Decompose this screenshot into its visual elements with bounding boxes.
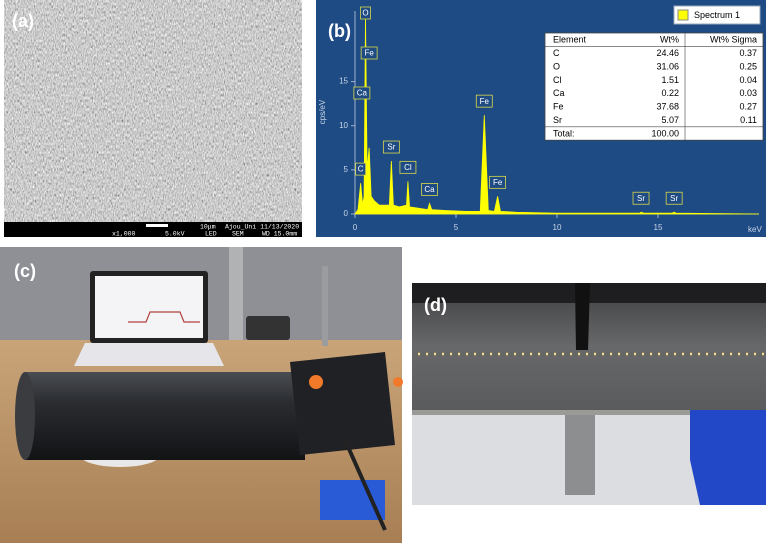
x-axis-label: keV — [748, 225, 762, 234]
scale-label: 10μm — [200, 224, 216, 231]
result-table: Element Wt% Wt% Sigma C 24.46 0.37 O 31.06 0.25 C… — [544, 32, 764, 141]
pipe — [25, 372, 305, 460]
table-cell: Sr — [553, 115, 562, 125]
peak-label: C — [358, 165, 364, 174]
peak-label-box — [489, 175, 507, 189]
panel-label: (b) — [328, 21, 351, 41]
peak-label-box — [360, 46, 378, 60]
table-cell: O — [553, 61, 560, 71]
sem-panel: 10μm Ajou_Uni 11/13/2020 x1,000 5.0kV LED S… — [4, 0, 302, 238]
table-header: Wt% Sigma — [710, 35, 757, 45]
y-tick-label: 10 — [339, 121, 348, 130]
peak-label-box — [632, 191, 650, 205]
legend-label: Spectrum 1 — [694, 10, 740, 20]
fitting — [290, 352, 395, 455]
legend — [673, 5, 761, 25]
table-header: Element — [553, 35, 587, 45]
sem-info: Ajou_Uni 11/13/2020 — [225, 224, 299, 231]
joint-gap — [575, 283, 590, 350]
pipe-end — [15, 372, 35, 460]
table-cell: 0.03 — [739, 88, 757, 98]
x-tick-label: 15 — [654, 223, 663, 232]
table-cell: 0.04 — [739, 75, 757, 85]
table-background — [544, 32, 764, 141]
peak-label-box — [353, 86, 371, 100]
y-tick-label: 5 — [344, 165, 349, 174]
sem-info: 5.0kV — [165, 231, 185, 238]
peak-label: Fe — [480, 97, 490, 106]
indicator — [309, 375, 323, 389]
sem-image — [4, 0, 302, 222]
panel-label: (d) — [424, 295, 447, 315]
table-cell: 0.22 — [661, 88, 679, 98]
sem-info: WD 15.0mm — [262, 231, 297, 238]
sem-info: x1,000 — [112, 231, 136, 238]
peak-label: Cl — [404, 163, 412, 172]
table-cell: 37.68 — [656, 102, 679, 112]
display-curve — [128, 311, 200, 323]
table-cell: 0.25 — [739, 61, 757, 71]
rod — [322, 266, 328, 346]
spectrum — [354, 15, 760, 215]
table-cell: Ca — [553, 88, 565, 98]
table-cell: 0.11 — [740, 115, 757, 125]
table-cell: 31.06 — [656, 61, 679, 71]
peak-label: O — [362, 9, 368, 18]
probe — [343, 439, 387, 531]
table-cell: C — [553, 48, 560, 58]
sem-info: SEM — [232, 231, 244, 238]
table-cell: 0.37 — [739, 48, 757, 58]
sem-info: LED — [205, 231, 217, 238]
table-cell: 0.27 — [739, 102, 757, 112]
controller — [246, 316, 290, 340]
y-tick-label: 0 — [344, 209, 349, 218]
panel-label: (c) — [14, 261, 36, 281]
table-cell: 1.51 — [661, 75, 679, 85]
x-tick-label: 10 — [553, 223, 562, 232]
peak-label: Sr — [637, 194, 645, 203]
panel-label: (a) — [12, 11, 34, 31]
peak-label-box — [665, 191, 683, 205]
photo-setup: (c) — [0, 247, 403, 543]
peak-label: Ca — [424, 185, 435, 194]
peak-label-box — [382, 140, 400, 154]
fixture — [690, 410, 766, 505]
peak-label-box — [399, 160, 417, 174]
peak-label-box — [475, 94, 493, 108]
peak-label: Sr — [387, 143, 395, 152]
table-header: Wt% — [660, 35, 679, 45]
y-tick-label: 15 — [339, 77, 348, 86]
rail — [229, 247, 243, 347]
peak-label: Ca — [357, 89, 368, 98]
table-cell: Total: — [553, 128, 575, 138]
table-cell: Cl — [553, 75, 562, 85]
section-edge — [412, 410, 766, 415]
table-cell: Fe — [553, 102, 564, 112]
x-tick-label: 5 — [454, 223, 459, 232]
peak-label: Sr — [670, 194, 678, 203]
photo-cross-section: (d) — [412, 283, 766, 505]
table-cell: 100.00 — [651, 128, 679, 138]
scale-bar — [146, 224, 168, 227]
sem-footer-text: x1,000 5.0kV LED SEM WD 15.0mm — [112, 231, 297, 238]
clamp — [320, 480, 385, 520]
y-axis-label: cps/eV — [318, 99, 327, 124]
peak-label-box — [421, 183, 438, 196]
sem-footer — [4, 222, 302, 237]
peak-label-box — [355, 162, 367, 176]
laptop-display — [95, 276, 203, 338]
x-tick-label: 0 — [353, 223, 358, 232]
peak-label-box — [360, 6, 371, 20]
peak-label: Fe — [364, 49, 374, 58]
indicator — [393, 377, 403, 387]
support-pin — [565, 415, 595, 495]
table-cell: 24.46 — [656, 48, 679, 58]
laptop-keyboard — [74, 343, 224, 366]
peak-label: Fe — [493, 178, 503, 187]
legend-swatch — [677, 9, 689, 21]
table-cell: 5.07 — [661, 115, 679, 125]
